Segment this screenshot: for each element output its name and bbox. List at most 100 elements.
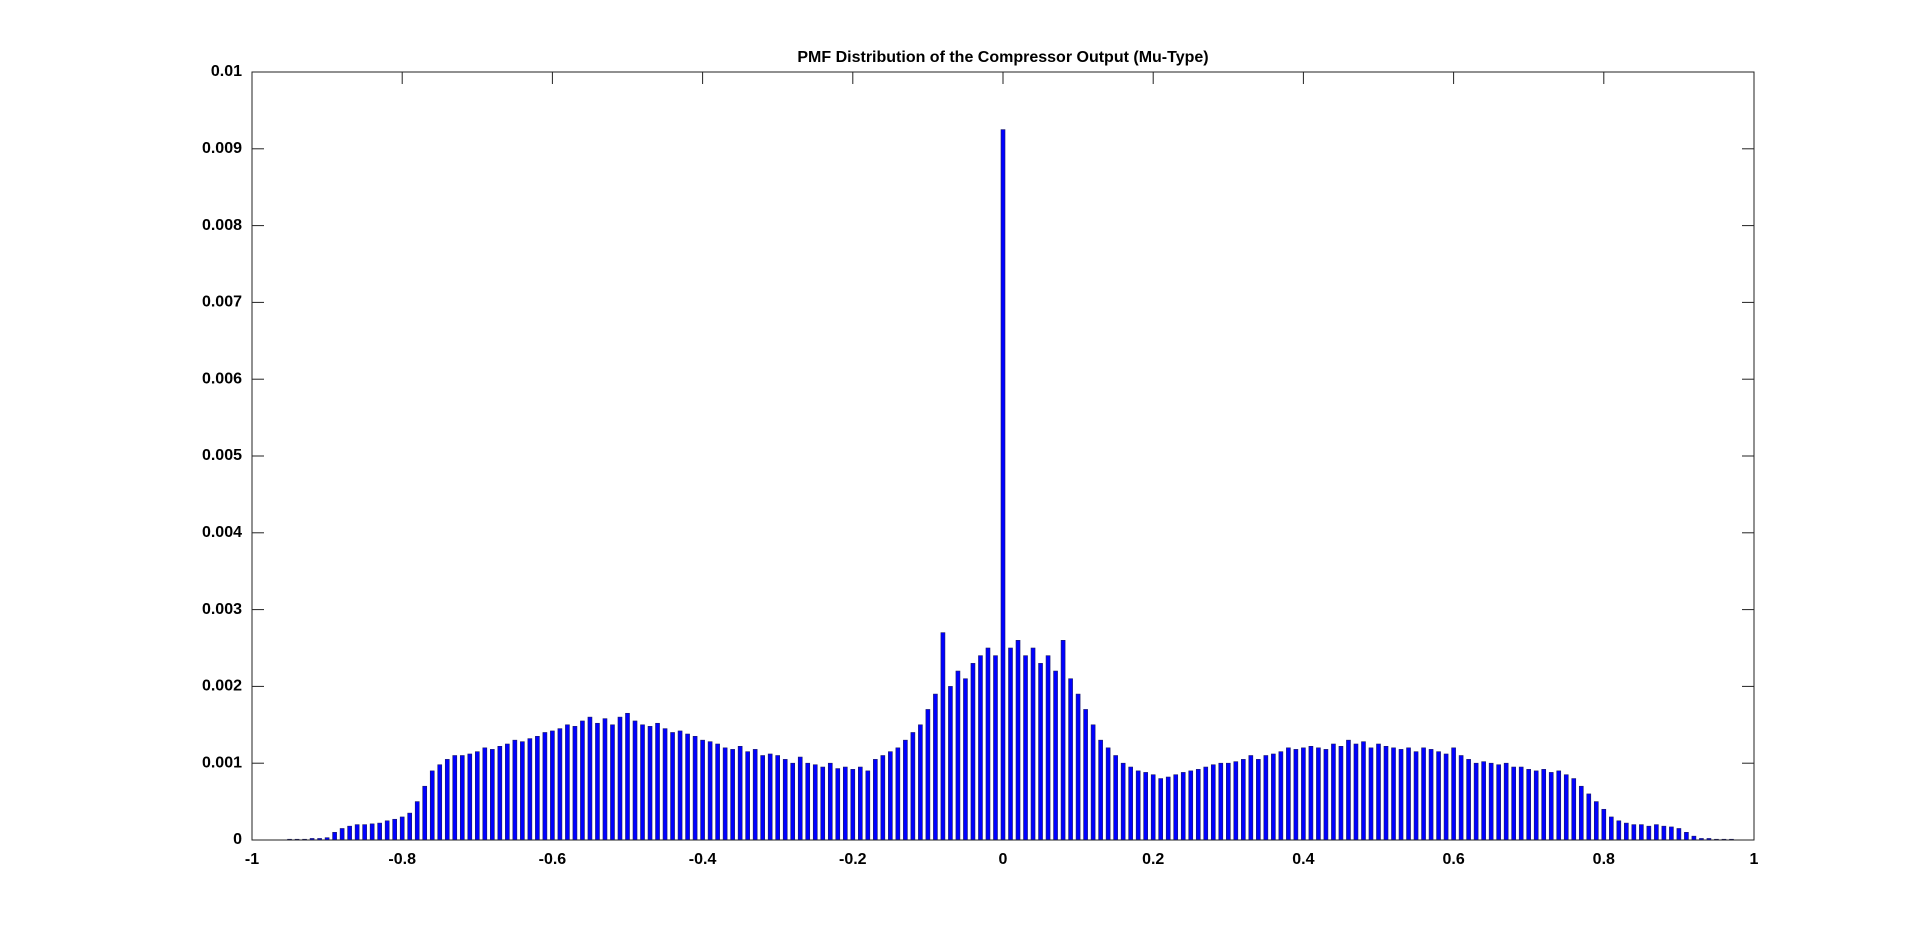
bar — [1218, 762, 1224, 841]
bar — [1661, 825, 1667, 841]
bar — [1609, 816, 1614, 841]
bar — [677, 730, 683, 841]
bar — [888, 751, 893, 841]
bar — [377, 822, 382, 841]
bar — [835, 768, 841, 841]
bar — [467, 753, 473, 841]
bar — [655, 722, 660, 841]
y-tick-label: 0.008 — [202, 217, 242, 234]
bar — [610, 724, 615, 841]
bar — [647, 726, 653, 841]
bar — [1353, 743, 1359, 841]
bar — [1428, 749, 1434, 841]
y-tick-label: 0.007 — [202, 294, 242, 311]
bar — [873, 759, 878, 841]
bar — [1323, 749, 1329, 841]
bar — [1421, 747, 1426, 841]
x-tick-label: 0.4 — [1292, 851, 1314, 868]
bar — [474, 751, 480, 841]
bar — [692, 736, 698, 841]
bar — [1624, 822, 1629, 841]
bar — [1008, 647, 1013, 841]
bar — [1398, 749, 1404, 841]
x-tick-label: 0.8 — [1593, 851, 1615, 868]
bar — [1691, 835, 1697, 841]
bar — [1053, 670, 1058, 841]
bar — [1210, 764, 1216, 841]
bar — [1271, 753, 1276, 841]
bar — [1188, 770, 1194, 841]
bar — [1391, 747, 1396, 841]
bar — [1518, 766, 1524, 841]
bar — [1338, 746, 1344, 841]
x-tick-label: -0.6 — [539, 851, 567, 868]
bar — [565, 724, 570, 841]
bar — [797, 756, 803, 841]
x-tick-label: -0.2 — [839, 851, 867, 868]
bar — [1308, 746, 1314, 841]
bar — [1368, 747, 1374, 841]
y-tick-label: 0 — [233, 831, 242, 848]
bar — [1113, 755, 1118, 841]
bar — [1563, 774, 1569, 841]
y-tick-label: 0.003 — [202, 601, 242, 618]
bar — [760, 755, 765, 841]
bar — [1256, 759, 1261, 841]
x-tick-label: 0 — [999, 851, 1008, 868]
x-tick-label: 1 — [1750, 851, 1759, 868]
bar — [1639, 824, 1644, 841]
bar — [842, 766, 848, 841]
bar — [632, 720, 638, 841]
bar — [752, 749, 758, 841]
bar — [948, 686, 953, 841]
bar — [1000, 129, 1006, 841]
bar — [1676, 828, 1682, 841]
bar — [1233, 761, 1239, 841]
bar — [1286, 747, 1291, 841]
bar — [1556, 770, 1562, 841]
bar — [730, 749, 735, 841]
bar — [1075, 693, 1081, 841]
bar — [707, 741, 713, 841]
bar — [827, 762, 833, 841]
bar — [347, 825, 352, 841]
bar — [587, 716, 593, 841]
bar — [1481, 761, 1486, 841]
bar — [1293, 749, 1299, 841]
bar — [1068, 678, 1073, 841]
bar — [925, 709, 931, 841]
bar — [422, 785, 428, 841]
y-tick-label: 0.009 — [202, 140, 242, 157]
bar — [1443, 753, 1449, 841]
bar — [452, 755, 458, 841]
bar — [895, 747, 901, 841]
bar — [512, 739, 518, 841]
bar — [1548, 772, 1554, 841]
bar — [1128, 766, 1133, 841]
bar — [782, 759, 788, 841]
bar — [572, 726, 578, 841]
bar — [820, 766, 826, 841]
bar — [1578, 785, 1584, 841]
bar — [850, 769, 856, 841]
bar — [1684, 832, 1689, 841]
bar — [1173, 774, 1179, 841]
bar — [1571, 778, 1577, 841]
bar — [737, 746, 743, 841]
bar — [993, 655, 998, 841]
bar — [1241, 759, 1246, 841]
bar — [1038, 663, 1043, 841]
bar — [1496, 764, 1501, 841]
bar — [767, 753, 773, 841]
bar — [497, 746, 503, 841]
x-tick-label: -0.4 — [689, 851, 717, 868]
bar — [1015, 640, 1021, 841]
bar — [1533, 770, 1539, 841]
bar — [1413, 751, 1419, 841]
bar — [1090, 724, 1096, 841]
bar — [1105, 747, 1111, 841]
bar — [940, 632, 946, 841]
bar — [1541, 769, 1547, 841]
